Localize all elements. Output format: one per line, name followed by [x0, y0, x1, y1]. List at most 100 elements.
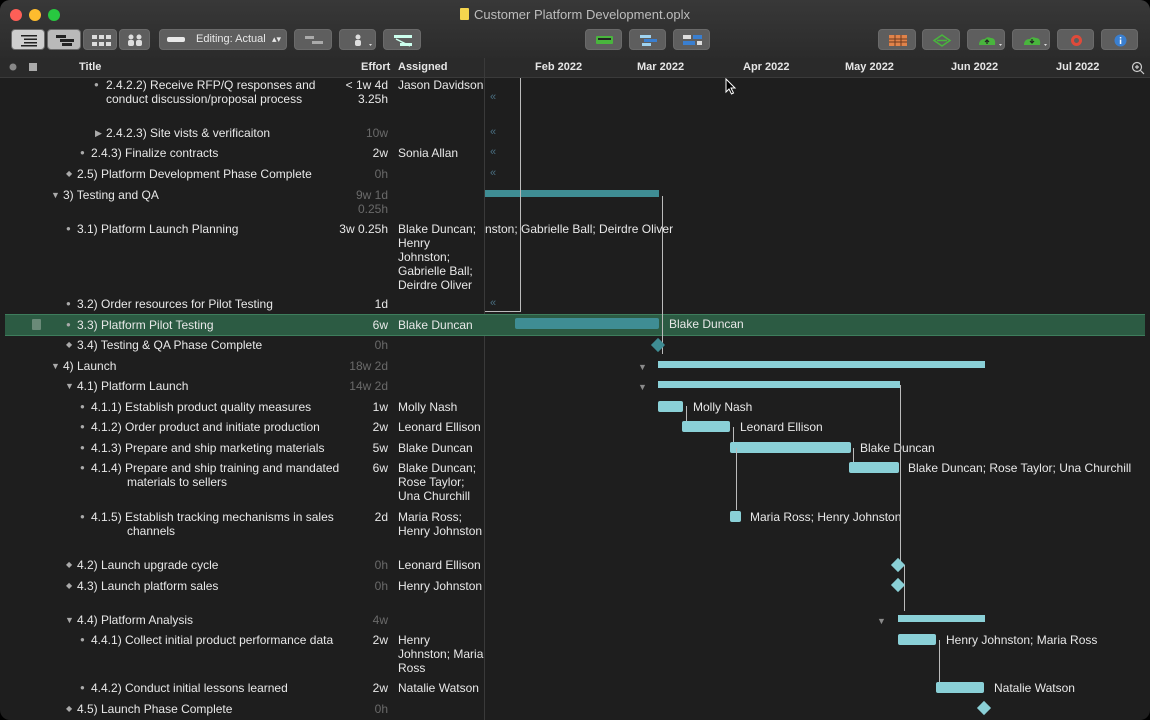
task-effort[interactable]: 9w 1d 0.25h [355, 188, 388, 216]
resource-view-button[interactable] [119, 29, 150, 50]
assigned-column-header[interactable]: Assigned [398, 61, 448, 73]
task-title[interactable]: 3.4) Testing & QA Phase Complete [77, 338, 263, 352]
task-effort[interactable]: 14w 2d [349, 379, 388, 393]
collapse-triangle-icon[interactable]: ▼ [638, 362, 647, 372]
task-title[interactable]: 4.4.2) Conduct initial lessons learned [91, 681, 288, 695]
task-effort[interactable]: 3w 0.25h [339, 222, 388, 236]
gantt-task-bar[interactable] [898, 634, 936, 645]
minimize-window-button[interactable] [29, 9, 41, 21]
level-resources-button[interactable] [383, 29, 421, 50]
milestone-row[interactable]: ◆ 2.5) Platform Development Phase Comple… [0, 167, 484, 187]
task-row[interactable]: ● 4.1.3) Prepare and ship marketing mate… [0, 441, 484, 461]
task-title[interactable]: 4.1.2) Order product and initiate produc… [91, 420, 320, 434]
gantt-task-bar[interactable] [730, 442, 851, 453]
task-row[interactable]: ▶ 2.4.2.3) Site vists & verificaiton 10w [0, 126, 484, 146]
task-title[interactable]: 3.3) Platform Pilot Testing [77, 318, 214, 332]
task-assigned[interactable]: Henry Johnston [398, 579, 483, 593]
task-title[interactable]: 3.2) Order resources for Pilot Testing [77, 297, 273, 311]
task-effort[interactable]: 2d [374, 510, 388, 524]
task-effort[interactable]: 0h [374, 338, 388, 352]
gantt-view-button[interactable] [47, 29, 81, 50]
task-row[interactable]: ● 4.1.2) Order product and initiate prod… [0, 420, 484, 440]
task-effort[interactable]: 2w [372, 420, 388, 434]
task-effort[interactable]: 0h [374, 558, 388, 572]
task-assigned[interactable]: Blake Duncan [398, 318, 473, 332]
task-assigned[interactable]: Jason Davidson [398, 78, 484, 92]
task-title[interactable]: 4.5) Launch Phase Complete [77, 702, 233, 716]
milestone-row[interactable]: ◆ 4.5) Launch Phase Complete 0h [0, 702, 484, 720]
task-row[interactable]: ● 3.2) Order resources for Pilot Testing… [0, 297, 484, 317]
group-row[interactable]: ▼ 3) Testing and QA 9w 1d 0.25h [0, 188, 484, 222]
effort-column-header[interactable]: Effort [361, 61, 391, 73]
task-effort[interactable]: 6w [372, 318, 388, 332]
task-assigned[interactable]: Maria Ross; Henry Johnston [398, 510, 483, 538]
gantt-milestone[interactable] [890, 577, 906, 593]
task-title[interactable]: 2.5) Platform Development Phase Complete [77, 167, 312, 181]
gantt-milestone[interactable] [976, 700, 992, 716]
task-title[interactable]: 4.1) Platform Launch [77, 379, 189, 393]
gantt-task-bar[interactable] [936, 682, 984, 693]
gantt-summary-bar[interactable] [485, 190, 659, 197]
task-title[interactable]: 4.1.5) Establish tracking mechanisms in … [91, 510, 334, 538]
milestone-row[interactable]: ◆ 4.2) Launch upgrade cycle 0h Leonard E… [0, 558, 484, 578]
group-row[interactable]: ▼ 4) Launch 18w 2d [0, 359, 484, 379]
task-row[interactable]: ● 4.1.5) Establish tracking mechanisms i… [0, 510, 484, 558]
task-row-selected[interactable]: ● 3.3) Platform Pilot Testing 6w Blake D… [0, 318, 484, 338]
assign-resource-button[interactable] [339, 29, 376, 50]
task-effort[interactable]: 2w [372, 146, 388, 160]
task-title[interactable]: 4.1.4) Prepare and ship training and man… [91, 461, 340, 489]
gantt-task-bar[interactable] [682, 421, 730, 432]
editing-mode-select[interactable]: Editing: Actual ▴▾ [159, 29, 287, 50]
task-assigned[interactable]: Blake Duncan; Rose Taylor; Una Churchill [398, 461, 477, 503]
zoom-icon[interactable] [1131, 61, 1145, 78]
gantt-task-bar[interactable] [849, 462, 899, 473]
task-title[interactable]: 2.4.2.3) Site vists & verificaiton [106, 126, 271, 140]
task-title[interactable]: 4.4.1) Collect initial product performan… [91, 633, 334, 647]
collapse-triangle-icon[interactable]: ▼ [877, 616, 886, 626]
group-row[interactable]: ▼ 4.4) Platform Analysis 4w [0, 613, 484, 633]
close-window-button[interactable] [10, 9, 22, 21]
gantt-summary-bar[interactable] [658, 381, 900, 388]
task-row[interactable]: ● 4.1.4) Prepare and ship training and m… [0, 461, 484, 509]
task-effort[interactable]: 1d [374, 297, 388, 311]
task-title[interactable]: 3) Testing and QA [63, 188, 159, 202]
network-view-button[interactable] [83, 29, 117, 50]
task-effort[interactable]: 1w [372, 400, 388, 414]
disclosure-triangle-right-icon[interactable]: ▶ [95, 128, 102, 138]
group-row[interactable]: ▼ 4.1) Platform Launch 14w 2d [0, 379, 484, 399]
task-row[interactable]: ● 2.4.2.2) Receive RFP/Q responses and c… [0, 78, 484, 126]
note-column-icon[interactable] [28, 62, 38, 72]
gantt-task-bar[interactable] [515, 318, 659, 329]
task-effort[interactable]: 18w 2d [349, 359, 388, 373]
pane-divider[interactable] [484, 58, 485, 720]
task-row[interactable]: ● 4.1.1) Establish product quality measu… [0, 400, 484, 420]
disclosure-triangle-down-icon[interactable]: ▼ [51, 190, 60, 200]
task-assigned[interactable]: Blake Duncan [398, 441, 473, 455]
title-column-header[interactable]: Title [79, 61, 102, 73]
critical-path-button[interactable] [673, 29, 710, 50]
gantt-milestone[interactable] [890, 557, 906, 573]
task-assigned[interactable]: Leonard Ellison [398, 558, 481, 572]
task-row[interactable]: ● 3.1) Platform Launch Planning 3w 0.25h… [0, 222, 484, 298]
task-effort[interactable]: 6w [372, 461, 388, 475]
task-assigned[interactable]: Blake Duncan; Henry Johnston; Gabrielle … [398, 222, 477, 292]
task-effort[interactable]: 5w [372, 441, 388, 455]
task-row[interactable]: ● 4.4.2) Conduct initial lessons learned… [0, 681, 484, 701]
task-effort[interactable]: 4w [372, 613, 388, 627]
task-assigned[interactable]: Natalie Watson [398, 681, 479, 695]
task-effort[interactable]: 0h [374, 167, 388, 181]
gantt-task-bar[interactable] [730, 511, 741, 522]
milestone-row[interactable]: ◆ 3.4) Testing & QA Phase Complete 0h [0, 338, 484, 358]
publish-button[interactable] [967, 29, 1005, 50]
disclosure-triangle-down-icon[interactable]: ▼ [65, 615, 74, 625]
task-title[interactable]: 4.3) Launch platform sales [77, 579, 219, 593]
task-effort[interactable]: 2w [372, 633, 388, 647]
task-title[interactable]: 4.2) Launch upgrade cycle [77, 558, 219, 572]
gantt-task-bar[interactable] [658, 401, 683, 412]
task-title[interactable]: 4.1.3) Prepare and ship marketing materi… [91, 441, 325, 455]
update-button[interactable] [1012, 29, 1050, 50]
task-title[interactable]: 4.4) Platform Analysis [77, 613, 194, 627]
task-title[interactable]: 2.4.2.2) Receive RFP/Q responses and con… [106, 78, 316, 106]
outline-view-button[interactable] [11, 29, 45, 50]
milestone-row[interactable]: ◆ 4.3) Launch platform sales 0h Henry Jo… [0, 579, 484, 613]
